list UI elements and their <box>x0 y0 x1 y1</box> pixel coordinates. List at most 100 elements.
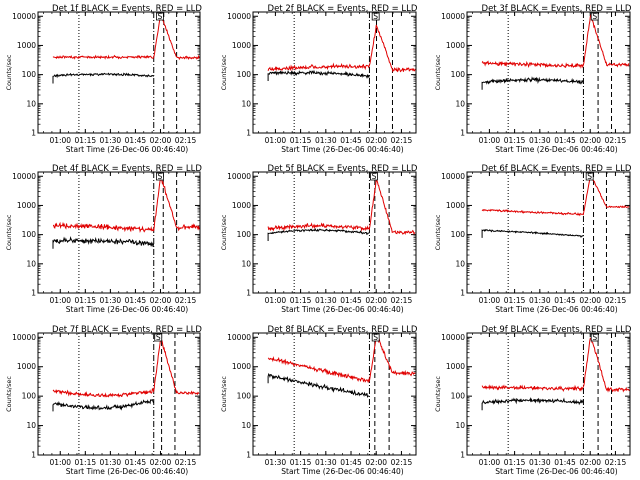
x-tick-label: 01:15 <box>75 458 97 467</box>
x-axis-label: Start Time (26-Dec-06 00:46:40) <box>281 467 403 476</box>
x-tick-label: 01:30 <box>529 458 551 467</box>
detector-panel-1: Det 1f BLACK = Events, RED = LLD 1 10 100 10… <box>5 4 202 154</box>
y-tick-label: 1 <box>246 129 251 138</box>
y-tick-label: 10000 <box>441 172 465 181</box>
y-tick-label: 10 <box>26 421 36 430</box>
events-series-line <box>481 76 584 90</box>
x-tick-label: 01:30 <box>100 136 122 145</box>
detector-panel-8: Det 8f BLACK = Events, RED = LLD 1 10 100 10… <box>220 325 418 476</box>
y-tick-label: 1000 <box>446 201 465 210</box>
y-tick-label: 100 <box>451 392 466 401</box>
panel-title: Det 7f BLACK = Events, RED = LLD <box>52 325 202 335</box>
panel-title: Det 6f BLACK = Events, RED = LLD <box>482 164 632 174</box>
x-tick-label: 01:30 <box>529 136 551 145</box>
marker-box <box>590 333 599 342</box>
marker-box <box>156 172 164 181</box>
marker-box <box>154 333 163 342</box>
marker-label: S <box>373 333 378 342</box>
x-tick-label: 02:15 <box>175 136 197 145</box>
x-tick-label: 01:15 <box>75 136 97 145</box>
plot-frame <box>466 11 631 134</box>
y-axis-label: Counts/sec <box>5 214 13 250</box>
x-axis-label: Start Time (26-Dec-06 00:46:40) <box>281 145 403 154</box>
events-series-line <box>52 236 155 249</box>
y-axis-label: Counts/sec <box>434 214 442 250</box>
marker-label: S <box>592 333 597 342</box>
y-axis-label: Counts/sec <box>434 54 442 90</box>
y-axis-label: Counts/sec <box>220 54 228 90</box>
y-tick-label: 10000 <box>227 12 251 21</box>
plot-frame <box>37 171 201 294</box>
y-tick-label: 10000 <box>12 12 36 21</box>
x-axis-label: Start Time (26-Dec-06 00:46:40) <box>495 145 617 154</box>
marker-label: S <box>587 172 592 181</box>
x-tick-label: 01:45 <box>125 296 147 305</box>
plot-frame <box>252 332 417 456</box>
x-axis-label: Start Time (26-Dec-06 00:46:40) <box>495 305 617 314</box>
y-tick-label: 10 <box>455 99 465 108</box>
y-tick-label: 10 <box>455 421 465 430</box>
y-axis-label: Counts/sec <box>5 376 13 412</box>
x-tick-label: 01:30 <box>315 296 337 305</box>
lld-series-line <box>481 173 630 217</box>
x-tick-label: 02:15 <box>391 296 413 305</box>
y-tick-label: 10 <box>241 259 251 268</box>
x-tick-label: 02:00 <box>365 296 387 305</box>
y-tick-label: 1 <box>460 289 465 298</box>
y-tick-label: 1000 <box>232 41 251 50</box>
detector-panel-5: Det 5f BLACK = Events, RED = LLD 1 10 100 10… <box>220 164 418 314</box>
detector-panel-6: Det 6f BLACK = Events, RED = LLD 1 10 100 10… <box>434 164 632 314</box>
x-tick-label: 01:45 <box>125 458 147 467</box>
x-tick-label: 01:00 <box>479 458 501 467</box>
x-tick-label: 01:30 <box>529 296 551 305</box>
panel-title: Det 2f BLACK = Events, RED = LLD <box>268 4 418 14</box>
y-axis-label: Counts/sec <box>220 376 228 412</box>
events-series-line <box>481 397 584 411</box>
events-series-line <box>52 399 155 412</box>
detector-panel-9: Det 9f BLACK = Events, RED = LLD 1 10 100 10… <box>434 325 632 476</box>
plot-frame <box>466 171 631 294</box>
x-axis-label: Start Time (26-Dec-06 00:46:40) <box>281 305 403 314</box>
detector-panel-7: Det 7f BLACK = Events, RED = LLD 1 10 100 10… <box>5 325 202 476</box>
events-series-line <box>267 227 370 241</box>
x-tick-label: 01:45 <box>554 296 576 305</box>
panel-title: Det 5f BLACK = Events, RED = LLD <box>268 164 418 174</box>
y-tick-label: 100 <box>237 70 252 79</box>
y-tick-label: 1000 <box>17 41 36 50</box>
x-tick-label: 01:45 <box>125 136 147 145</box>
x-axis-label: Start Time (26-Dec-06 00:46:40) <box>66 467 188 476</box>
plot-frame <box>37 332 201 456</box>
x-tick-label: 02:15 <box>605 296 627 305</box>
y-tick-label: 100 <box>451 230 466 239</box>
y-axis-label: Counts/sec <box>434 376 442 412</box>
lld-series-line <box>267 177 416 236</box>
x-tick-label: 01:15 <box>504 296 526 305</box>
y-tick-label: 1 <box>31 451 36 460</box>
x-tick-label: 01:00 <box>479 296 501 305</box>
x-axis-label: Start Time (26-Dec-06 00:46:40) <box>66 145 188 154</box>
y-tick-label: 1 <box>31 289 36 298</box>
panel-title: Det 1f BLACK = Events, RED = LLD <box>52 4 202 14</box>
marker-label: S <box>592 12 597 21</box>
x-tick-label: 02:00 <box>150 136 172 145</box>
detector-panel-2: Det 2f BLACK = Events, RED = LLD 1 10 100 10… <box>220 4 418 154</box>
x-tick-label: 01:15 <box>75 296 97 305</box>
y-tick-label: 1000 <box>17 201 36 210</box>
x-tick-label: 02:15 <box>175 296 197 305</box>
lld-series-line <box>481 13 630 69</box>
x-tick-label: 01:15 <box>290 458 312 467</box>
y-tick-label: 100 <box>22 70 37 79</box>
marker-label: S <box>158 12 163 21</box>
y-tick-label: 1000 <box>446 362 465 371</box>
panel-title: Det 3f BLACK = Events, RED = LLD <box>482 4 632 14</box>
x-tick-label: 01:45 <box>340 136 362 145</box>
marker-label: S <box>158 172 163 181</box>
detector-panel-4: Det 4f BLACK = Events, RED = LLD 1 10 100 10… <box>5 164 202 314</box>
y-tick-label: 10 <box>241 421 251 430</box>
events-series-line <box>267 69 370 81</box>
x-tick-label: 01:30 <box>265 458 287 467</box>
detector-panel-3: Det 3f BLACK = Events, RED = LLD 1 10 100 10… <box>434 4 632 154</box>
x-tick-label: 02:15 <box>391 136 413 145</box>
x-tick-label: 01:00 <box>479 136 501 145</box>
y-tick-label: 10000 <box>227 172 251 181</box>
